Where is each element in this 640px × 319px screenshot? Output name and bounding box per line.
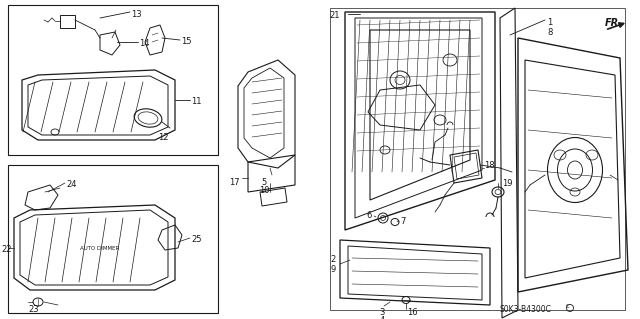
Text: 4: 4 [380, 316, 385, 319]
Text: 22: 22 [1, 245, 12, 254]
Text: 5: 5 [261, 178, 267, 187]
Text: C: C [566, 303, 570, 308]
Text: 10: 10 [259, 186, 269, 195]
Text: 7: 7 [400, 218, 405, 226]
Text: 21: 21 [330, 11, 340, 20]
Text: 11: 11 [191, 97, 202, 106]
Text: AUTO DIMMER: AUTO DIMMER [80, 246, 119, 250]
Text: 25: 25 [191, 235, 202, 244]
Text: 13: 13 [131, 10, 141, 19]
Text: S0K3-B4300C: S0K3-B4300C [500, 305, 552, 314]
Text: 1: 1 [547, 18, 552, 27]
Text: 24: 24 [66, 180, 77, 189]
Text: 19: 19 [502, 179, 513, 188]
Text: 23: 23 [28, 305, 38, 314]
Text: 3: 3 [380, 308, 385, 317]
Text: 6: 6 [367, 211, 372, 219]
Text: 18: 18 [484, 160, 495, 169]
Text: 12: 12 [158, 133, 168, 142]
Text: 16: 16 [407, 308, 418, 317]
Text: 15: 15 [181, 37, 191, 46]
Text: 8: 8 [547, 28, 552, 37]
Text: 14: 14 [139, 39, 150, 48]
Text: 9: 9 [331, 265, 336, 275]
Text: FR.: FR. [605, 18, 623, 28]
Text: 17: 17 [229, 178, 240, 187]
Text: 2: 2 [331, 256, 336, 264]
